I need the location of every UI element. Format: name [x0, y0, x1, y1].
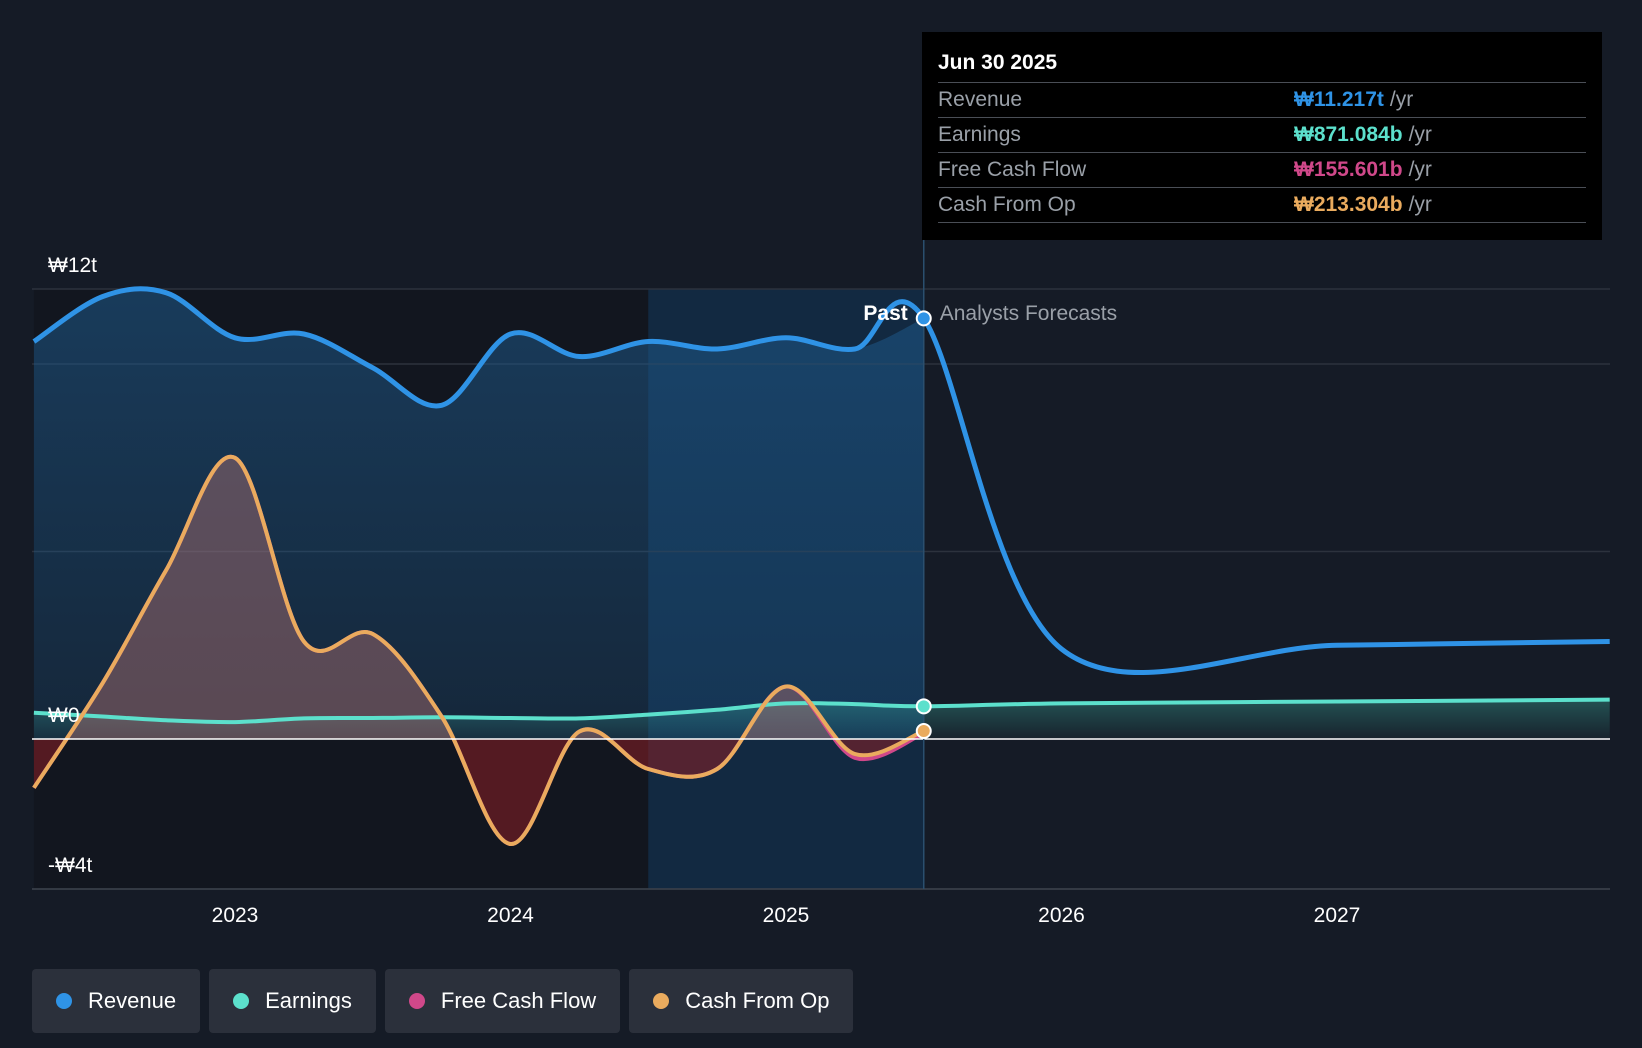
y-tick-label: -₩4t [48, 854, 92, 877]
tooltip-date: Jun 30 2025 [938, 46, 1586, 83]
tooltip-row-revenue: Revenue ₩11.217t /yr [938, 83, 1586, 118]
legend-dot-icon [408, 993, 425, 1009]
legend-item-free-cash-flow[interactable]: Free Cash Flow [384, 969, 621, 1033]
revenue-line [32, 286, 1610, 676]
legend-item-revenue[interactable]: Revenue [32, 969, 201, 1033]
legend-label: Earnings [265, 988, 352, 1013]
cash-from-op-area-positive [33, 456, 924, 739]
cash-from-op-point [915, 723, 932, 740]
legend-item-cash-from-op[interactable]: Cash From Op [629, 969, 854, 1033]
earnings-line [33, 697, 1610, 725]
legend-dot-icon [653, 993, 670, 1009]
tooltip-row-cash-from-op: Cash From Op ₩213.304b /yr [938, 188, 1586, 223]
past-label: Past [863, 302, 907, 325]
x-tick-label: 2026 [1038, 904, 1085, 927]
tooltip-value: ₩871.084b [1294, 123, 1403, 146]
tooltip-value: ₩155.601b [1294, 158, 1403, 181]
tooltip-row-free-cash-flow: Free Cash Flow ₩155.601b /yr [938, 153, 1586, 188]
tooltip-label: Earnings [938, 123, 1021, 146]
financial-chart: ₩12t ₩0 -₩4t 2023 2024 2025 2026 2027 Past Analys… [32, 240, 1610, 927]
tooltip-row-earnings: Earnings ₩871.084b /yr [938, 118, 1586, 153]
x-tick-label: 2023 [212, 904, 259, 927]
legend-dot-icon [56, 993, 72, 1009]
revenue-point [915, 310, 932, 327]
x-tick-label: 2025 [763, 904, 810, 927]
tooltip-value: ₩11.217t [1294, 88, 1384, 111]
y-tick-label: ₩12t [48, 254, 97, 277]
cash-from-op-area-negative [33, 739, 924, 845]
tooltip-unit: /yr [1389, 88, 1414, 111]
y-tick-label: ₩0 [48, 704, 80, 727]
x-tick-label: 2024 [487, 904, 534, 927]
tooltip-unit: /yr [1408, 158, 1432, 181]
legend-item-earnings[interactable]: Earnings [209, 969, 376, 1033]
legend-dot-icon [233, 993, 250, 1009]
tooltip-panel: Jun 30 2025 Revenue ₩11.217t /yr Earning… [922, 32, 1602, 240]
x-tick-label: 2027 [1314, 904, 1361, 927]
forecast-label: Analysts Forecasts [940, 302, 1117, 325]
tooltip-unit: /yr [1408, 123, 1432, 146]
tooltip-label: Revenue [938, 88, 1023, 111]
legend-label: Revenue [88, 988, 177, 1013]
legend: Revenue Earnings Free Cash Flow Cash Fro… [32, 969, 854, 1033]
tooltip-label: Free Cash Flow [938, 158, 1087, 181]
tooltip-value: ₩213.304b [1294, 193, 1403, 216]
revenue-area [33, 288, 924, 739]
tooltip-label: Cash From Op [938, 193, 1076, 216]
earnings-point [915, 698, 932, 715]
tooltip-unit: /yr [1408, 193, 1432, 216]
legend-label: Free Cash Flow [440, 988, 597, 1013]
legend-label: Cash From Op [685, 988, 830, 1013]
cash-from-op-line [32, 454, 925, 846]
